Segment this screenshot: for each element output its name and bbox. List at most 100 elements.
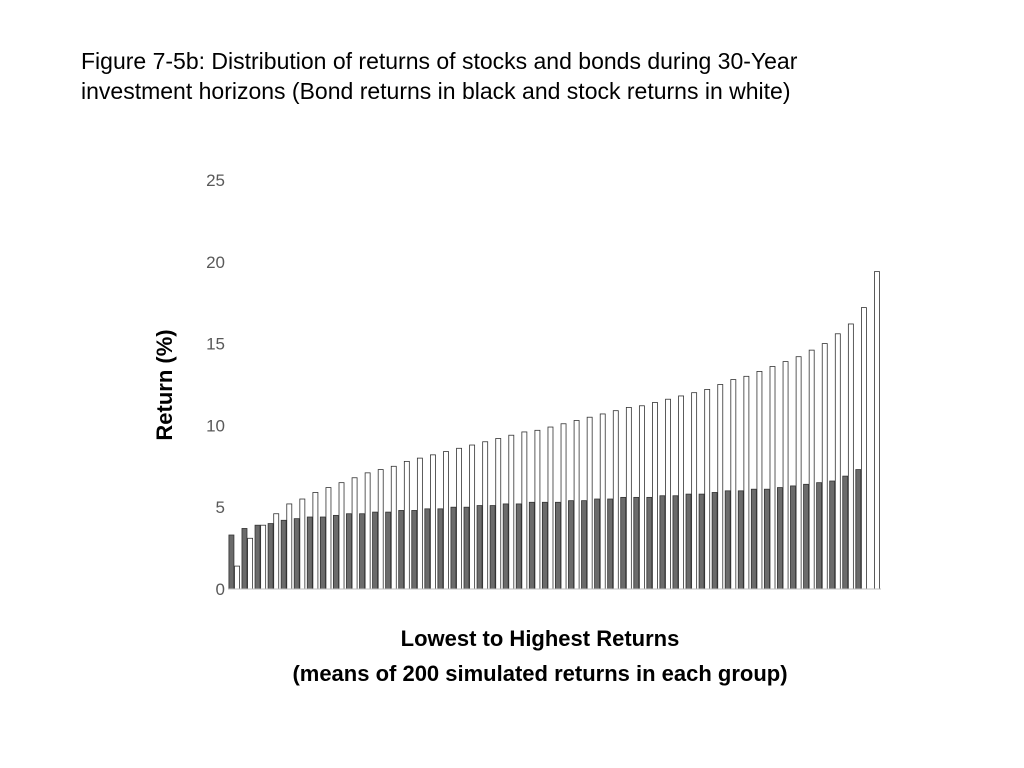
bond-bar [737,490,744,590]
bond-bar [581,500,587,590]
bond-bar [411,510,418,590]
stock-bar [351,477,358,590]
stock-bar [443,451,449,590]
stock-bar [678,395,684,590]
bond-bar [711,492,718,590]
bond-bar [424,508,431,590]
stock-bar [717,384,724,590]
stock-bar [652,402,658,590]
bond-bar [450,506,457,590]
stock-bar [612,410,619,590]
y-tick-label: 5 [216,498,225,517]
stock-bar [312,492,319,590]
bond-bar [254,524,261,590]
bond-bar [332,514,339,590]
chart-title-line-1: Figure 7-5b: Distribution of returns of … [81,48,798,74]
stock-bar [338,482,345,590]
stock-bar [821,343,828,590]
x-axis-label-line-1: Lowest to Highest Returns [400,626,680,651]
stock-bar [521,431,528,590]
bond-bar [763,488,770,590]
bond-bar [319,516,326,590]
stock-bar [416,457,423,590]
chart-title: Figure 7-5b: Distribution of returns of … [81,46,981,106]
y-tick-label: 10 [206,416,225,435]
bond-bar [372,511,378,590]
bond-bar [790,485,796,590]
stock-bar [756,371,763,590]
stock-bar [638,405,645,590]
stock-bar [508,434,515,590]
stock-bar [403,460,410,590]
bond-bar [594,498,601,590]
stock-bar [808,349,815,590]
bond-bar [228,534,235,590]
bond-bar [855,469,862,590]
bond-bar [750,488,757,590]
stock-bar [769,366,776,590]
stock-bar [782,361,789,590]
bond-bar [607,498,614,590]
stock-bar [847,323,854,590]
stock-bar [691,392,698,590]
stock-bar [273,513,280,590]
bond-bar [568,500,574,590]
bond-bar [724,490,731,590]
bond-bar [463,506,470,590]
stock-bar [861,307,867,590]
stock-bar [795,356,802,590]
bond-bar [267,523,274,590]
bond-bar [685,493,692,590]
stock-bar [534,429,541,590]
stock-bar [456,447,462,590]
stock-bar [665,398,671,590]
stock-bar [364,472,371,590]
stock-bar [325,487,332,590]
stock-bar [547,426,554,590]
bond-bar [672,495,679,590]
stock-bar [469,444,476,590]
stock-bar [743,375,750,590]
bond-bar [293,518,300,590]
bond-bar [816,482,823,590]
bond-bar [515,503,522,590]
bond-bar [698,493,705,590]
stock-bar [390,465,397,590]
bond-bar [280,519,287,590]
bond-bar [659,495,666,590]
bond-bar [489,505,496,590]
bond-bar [306,516,313,590]
y-axis-ticks: 0 5 10 15 20 25 [206,171,225,599]
stock-bar [234,565,240,590]
y-tick-label: 25 [206,171,225,190]
y-tick-label: 0 [216,580,225,599]
bond-bar [555,501,561,590]
stock-bar [704,389,711,590]
bond-bar [398,510,405,590]
bond-bar [385,511,392,590]
stock-bar [586,416,593,590]
stock-bar [286,503,293,590]
bars [228,271,880,590]
stock-bar [599,413,606,590]
stock-bar [260,524,267,590]
stock-bar [247,537,254,590]
chart-title-line-2: investment horizons (Bond returns in bla… [81,78,791,104]
bond-bar [842,475,849,590]
stock-bar [625,406,632,590]
bond-bar [646,496,653,590]
bond-bar [476,505,483,590]
bond-bar [777,487,783,590]
bond-bar [541,501,548,590]
stock-bar [730,379,737,590]
bond-bar [620,496,627,590]
y-tick-label: 15 [206,335,225,354]
stock-bar [560,423,567,590]
bond-bar [829,480,836,590]
stock-bar [573,420,580,590]
x-axis-label-line-2: (means of 200 simulated returns in each … [292,661,788,686]
bond-bar [346,513,352,590]
stock-bar [430,454,436,590]
bond-bar [803,483,809,590]
